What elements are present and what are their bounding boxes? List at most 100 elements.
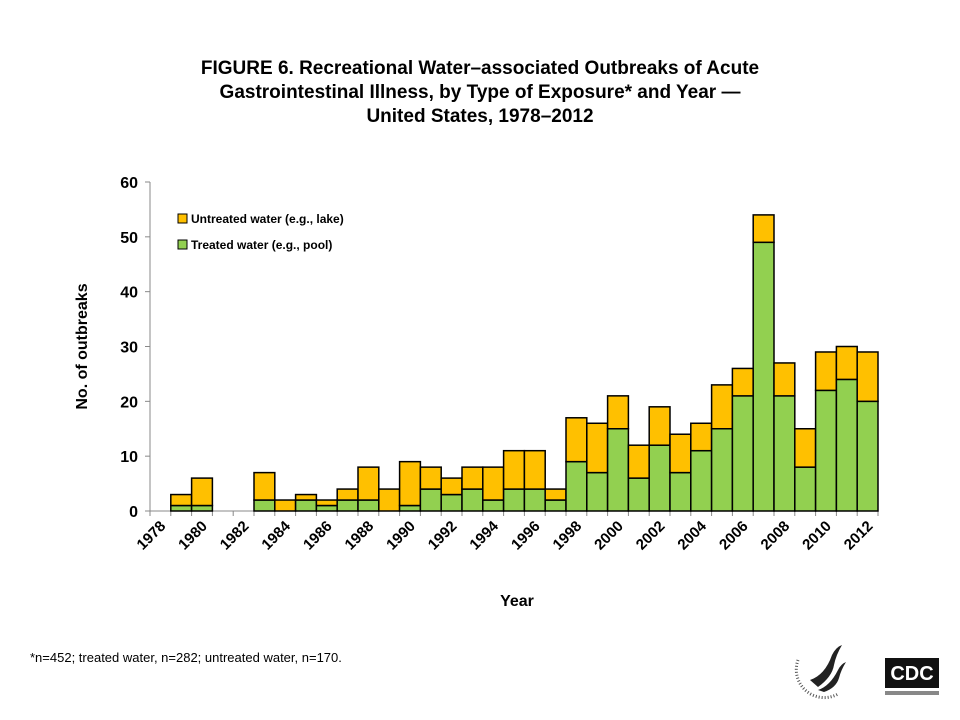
- legend-label: Untreated water (e.g., lake): [191, 212, 344, 226]
- bar-untreated-2009: [794, 428, 817, 468]
- y-tick-label: 40: [120, 285, 138, 302]
- bar-untreated-1989: [378, 488, 401, 512]
- bar-untreated-2012: [856, 351, 879, 403]
- y-tick-label: 30: [120, 340, 138, 357]
- legend-swatch: [177, 239, 188, 250]
- bar-untreated-1997: [544, 488, 567, 501]
- bar-untreated-2008: [773, 362, 796, 397]
- bar-untreated-1986: [315, 499, 338, 507]
- bar-treated-2000: [606, 428, 630, 512]
- x-tick-label: 1992: [425, 518, 461, 554]
- logos: CDC: [794, 639, 939, 700]
- x-tick-label: 2002: [633, 518, 669, 554]
- bar-untreated-2001: [627, 444, 650, 479]
- bar-treated-1980: [190, 504, 214, 512]
- chart-title: FIGURE 6. Recreational Water–associated …: [0, 57, 960, 129]
- bar-treated-1986: [315, 504, 338, 512]
- x-tick-label: 2000: [591, 518, 627, 554]
- bar-treated-1991: [419, 488, 442, 512]
- bar-untreated-1993: [461, 466, 484, 490]
- bar-treated-1979: [170, 504, 193, 512]
- title-line-3: United States, 1978–2012: [366, 106, 594, 127]
- bar-treated-2009: [794, 466, 817, 512]
- bar-treated-1995: [502, 488, 526, 512]
- bar-treated-2008: [773, 395, 796, 512]
- bar-treated-1999: [586, 471, 609, 512]
- x-tick-label: 1990: [383, 518, 419, 554]
- bar-treated-2003: [669, 471, 692, 512]
- x-tick-label: 2010: [799, 518, 835, 554]
- bar-untreated-1992: [440, 477, 463, 496]
- bar-untreated-1994: [482, 466, 505, 501]
- bar-treated-1997: [544, 499, 567, 512]
- bar-treated-1996: [523, 488, 546, 512]
- bar-treated-1987: [336, 499, 359, 512]
- x-tick-label: 2012: [841, 518, 877, 554]
- x-tick-label: 1988: [342, 518, 378, 554]
- y-axis-label: No. of outbreaks: [74, 283, 91, 409]
- bar-untreated-2007: [752, 214, 775, 244]
- bar-untreated-1983: [253, 471, 276, 501]
- bar-untreated-1995: [502, 449, 526, 490]
- bar-treated-2001: [627, 477, 650, 512]
- bar-untreated-2000: [606, 395, 630, 430]
- bar-untreated-2006: [731, 367, 754, 397]
- bar-treated-1993: [461, 488, 484, 512]
- title-line-1: FIGURE 6. Recreational Water–associated …: [200, 58, 760, 79]
- legend: Untreated water (e.g., lake) Treated wate…: [177, 212, 344, 252]
- bar-treated-1988: [357, 499, 380, 512]
- y-tick-label: 10: [120, 449, 138, 466]
- x-tick-label: 1986: [300, 518, 336, 554]
- bar-untreated-2011: [835, 345, 858, 381]
- bar-treated-2012: [856, 400, 879, 512]
- bar-treated-2010: [814, 389, 838, 512]
- bar-treated-2007: [752, 241, 775, 512]
- bar-untreated-1987: [336, 488, 359, 501]
- x-axis-label: Year: [500, 593, 534, 610]
- bar-treated-1985: [294, 499, 318, 512]
- hhs-logo: [794, 639, 854, 700]
- x-tick-label: 1994: [466, 517, 502, 553]
- bar-untreated-1996: [523, 449, 546, 490]
- bar-untreated-2003: [669, 433, 692, 474]
- bar-treated-2006: [731, 395, 754, 512]
- x-tick-label: 1998: [550, 518, 586, 554]
- x-tick-label: 1984: [258, 517, 294, 553]
- bar-untreated-1999: [586, 422, 609, 474]
- bar-untreated-1980: [190, 477, 214, 507]
- bar-untreated-2002: [648, 406, 671, 446]
- y-tick-label: 50: [120, 230, 138, 247]
- bar-untreated-2005: [710, 384, 734, 430]
- footnote: *n=452; treated water, n=282; untreated …: [30, 650, 342, 665]
- bar-untreated-1998: [565, 417, 588, 463]
- bar-untreated-2010: [814, 351, 838, 392]
- x-tick-label: 1980: [175, 518, 211, 554]
- bar-treated-1983: [253, 499, 276, 512]
- bar-treated-1992: [440, 493, 463, 512]
- x-tick-label: 1982: [217, 518, 253, 554]
- bar-untreated-1985: [294, 493, 318, 501]
- bar-treated-2005: [710, 428, 734, 512]
- title-line-2: Gastrointestinal Illness, by Type of Exp…: [219, 82, 741, 103]
- bar-untreated-2004: [690, 422, 713, 452]
- legend-label: Treated water (e.g., pool): [191, 238, 332, 252]
- x-tick-label: 2006: [716, 518, 752, 554]
- y-tick-label: 0: [129, 504, 138, 521]
- bar-untreated-1988: [357, 466, 380, 501]
- bar-treated-1998: [565, 460, 588, 512]
- x-tick-label: 1996: [508, 518, 544, 554]
- svg-text:CDC: CDC: [890, 663, 933, 685]
- bar-treated-2002: [648, 444, 671, 512]
- bar-untreated-1990: [398, 460, 422, 507]
- x-tick-label: 1978: [134, 518, 170, 554]
- bar-untreated-1991: [419, 466, 442, 490]
- bar-treated-1994: [482, 499, 505, 512]
- cdc-logo: CDC: [885, 658, 939, 695]
- bar-treated-1990: [398, 504, 422, 512]
- x-tick-label: 2008: [758, 518, 794, 554]
- x-tick-label: 2004: [674, 517, 710, 553]
- bar-treated-2011: [835, 378, 858, 512]
- bar-treated-2004: [690, 449, 713, 512]
